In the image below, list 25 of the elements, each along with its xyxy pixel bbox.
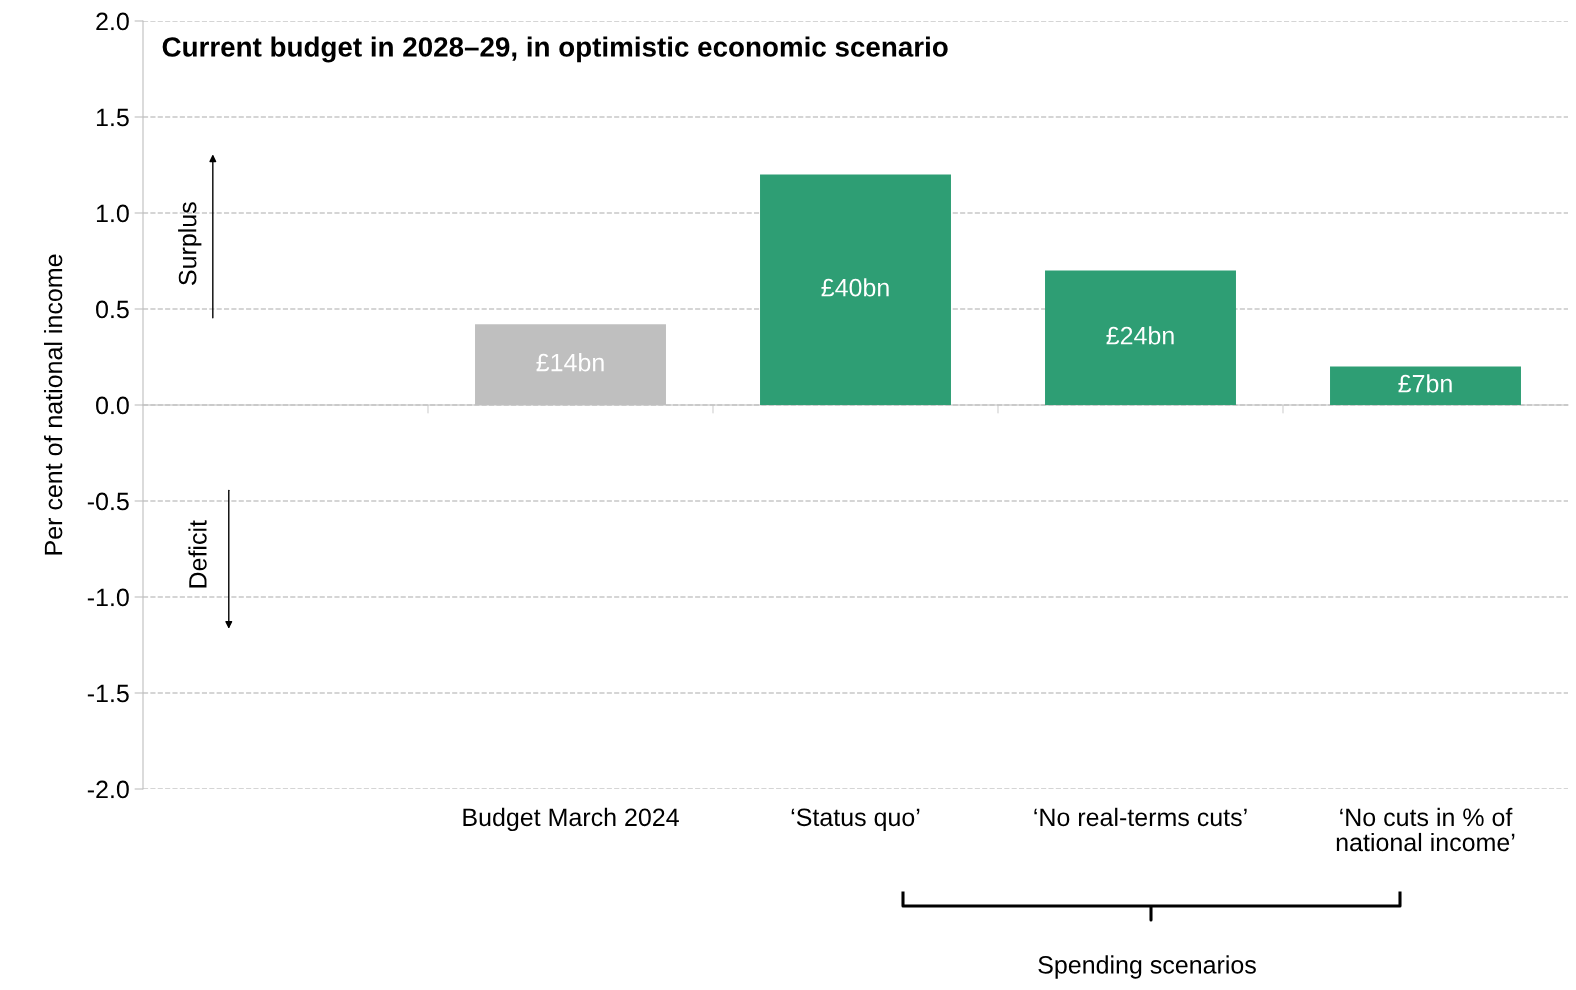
y-tick-label: -1.0 — [87, 588, 129, 607]
annotation: Deficit — [188, 520, 207, 588]
x-tick-label: ‘Status quo’ — [791, 808, 920, 832]
y-tick-label: 2.0 — [96, 12, 129, 31]
y-tick-label: 1.0 — [96, 204, 129, 223]
x-tick-label: ‘No cuts in % of national income’ — [1336, 807, 1515, 852]
y-tick-label: 0.5 — [96, 300, 129, 319]
text: Current budget in 2028–29, in optimistic economic scenario — [162, 36, 948, 63]
annotation: £7bn — [1398, 374, 1452, 393]
annotation: £40bn — [821, 278, 889, 297]
y-tick-label: -0.5 — [87, 492, 129, 511]
bar — [1045, 270, 1236, 405]
text: Spending scenarios — [1038, 955, 1256, 979]
bar — [1330, 366, 1521, 405]
annotation: Surplus — [178, 202, 202, 285]
y-axis-title: Per cent of national income — [43, 254, 63, 555]
annotation: £14bn — [536, 353, 604, 372]
annotation: £24bn — [1106, 326, 1174, 345]
y-tick-label: -1.5 — [87, 684, 129, 703]
x-tick-label: ‘No real-terms cuts’ — [1034, 807, 1247, 827]
bar — [760, 174, 951, 405]
y-tick-label: 0.0 — [96, 396, 129, 415]
y-tick-label: -2.0 — [87, 780, 129, 799]
x-tick-label: Budget March 2024 — [463, 807, 679, 832]
y-tick-label: 1.5 — [96, 108, 129, 127]
